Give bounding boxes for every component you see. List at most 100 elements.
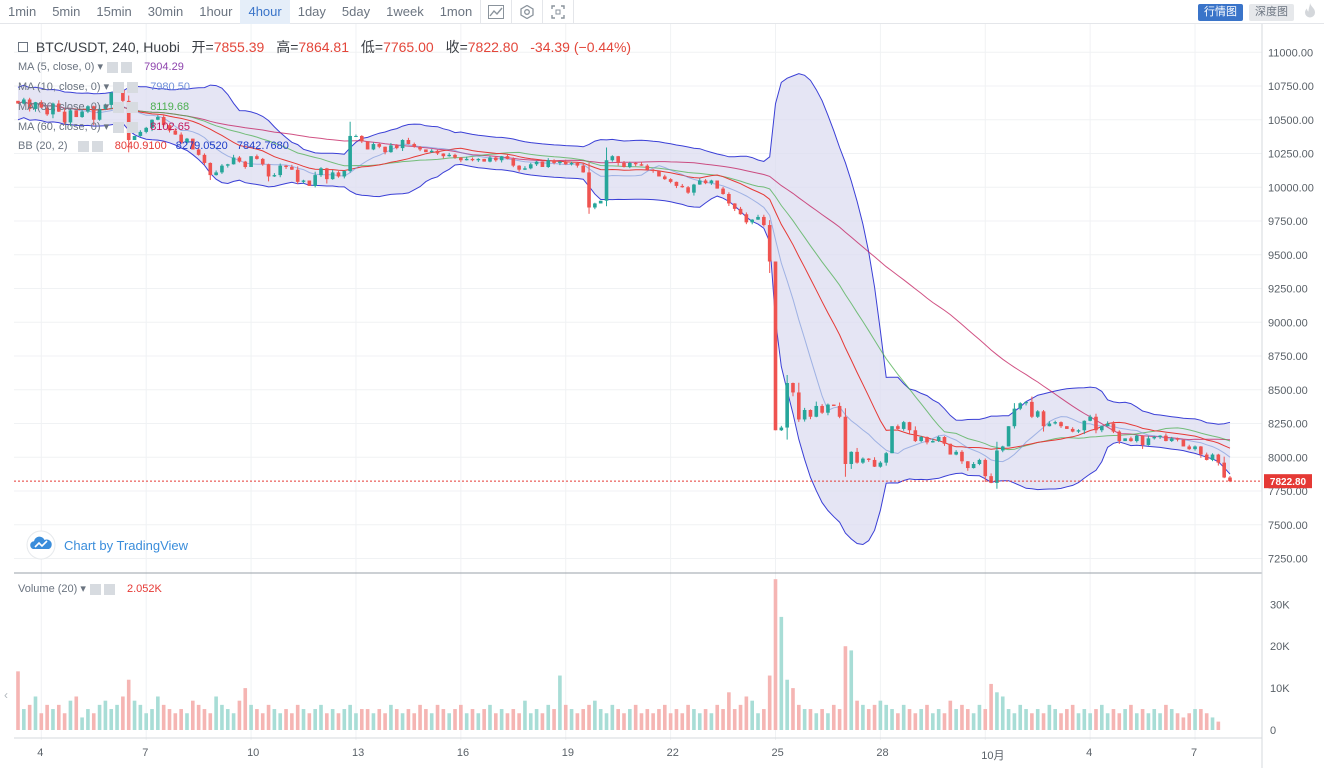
close-icon[interactable] [127, 101, 139, 113]
close-icon[interactable] [121, 61, 132, 73]
volume-bar [208, 713, 213, 730]
volume-bar [1100, 704, 1104, 730]
timeframe-1hour[interactable]: 1hour [199, 3, 233, 19]
timeframe-15min[interactable]: 15min [96, 3, 132, 19]
candle-body [126, 100, 131, 140]
candle [1088, 414, 1092, 422]
volume-bar [459, 704, 463, 730]
indicator-ma10[interactable]: MA (10, close, 0) ▾ 7980.50 [18, 81, 190, 93]
candle [284, 165, 288, 169]
candle-body [703, 180, 708, 184]
volume-bar [348, 704, 352, 730]
candle [872, 457, 877, 468]
symbol-title: BTC/USDT, 240, Huobi [35, 39, 180, 55]
candle-body [97, 108, 102, 120]
indicator-volume[interactable]: Volume (20) ▾ 2.052K [18, 583, 162, 595]
svg-text:7822.80: 7822.80 [1270, 477, 1307, 488]
indicator-ma60[interactable]: MA (60, close, 0) ▾ 8102.65 [18, 121, 190, 133]
candle [301, 179, 306, 184]
timeframe-1day[interactable]: 1day [297, 3, 326, 19]
price-chart[interactable]: 11000.00 10750.00 10500.00 10250.00 10000.00… [0, 24, 1324, 768]
candle-body [313, 175, 317, 186]
candle [523, 166, 527, 170]
timeframe-1mon[interactable]: 1mon [439, 3, 473, 19]
candle-body [1065, 426, 1069, 429]
tab-chart-view[interactable]: 行情图 [1198, 3, 1243, 21]
collapse-icon[interactable] [18, 42, 28, 53]
indicator-bb[interactable]: BB (20, 2) 8040.9100 8279.0520 7842.7680 [18, 140, 289, 152]
candle [657, 171, 661, 177]
indicator-settings-icon[interactable] [512, 0, 544, 24]
settings-icon[interactable] [113, 101, 125, 113]
indicator-ma30[interactable]: MA (30, close, 0) ▾ 8119.68 [18, 101, 190, 113]
candle [266, 163, 271, 182]
candle-body [179, 134, 183, 143]
candle [51, 102, 55, 119]
timeframe-30min[interactable]: 30min [147, 3, 184, 19]
volume-bar [762, 709, 766, 730]
close-icon[interactable] [127, 121, 139, 133]
settings-icon[interactable] [77, 140, 89, 152]
tradingview-watermark[interactable]: Chart by TradingView [26, 530, 188, 560]
candle [948, 443, 953, 455]
fullscreen-icon[interactable] [543, 0, 575, 24]
candle-body [989, 476, 993, 483]
candle [488, 155, 492, 163]
settings-icon[interactable] [89, 583, 101, 595]
candle-body [820, 405, 824, 413]
timeframe-5day[interactable]: 5day [341, 3, 371, 19]
settings-icon[interactable] [113, 81, 125, 93]
volume-bar [511, 709, 516, 730]
candle-body [424, 149, 428, 153]
close-icon[interactable] [103, 583, 115, 595]
candle-body [1024, 401, 1028, 404]
candle [325, 167, 329, 184]
volume-bar [1199, 709, 1203, 730]
volume-bar [476, 713, 481, 730]
settings-icon[interactable] [113, 121, 125, 133]
candle [820, 404, 824, 414]
candle [1117, 430, 1122, 445]
volume-tick-label: 20K [1270, 641, 1290, 653]
candle [1134, 434, 1139, 443]
bb-lower-value: 7842.7680 [236, 140, 289, 152]
candle [1006, 426, 1011, 447]
candle [435, 149, 440, 155]
volume-bar [587, 704, 591, 730]
candle-body [214, 172, 218, 176]
volume-bar [616, 709, 620, 730]
candle [767, 220, 772, 273]
candle-body [266, 164, 271, 177]
volume-bar [284, 709, 288, 730]
timeframe-1min[interactable]: 1min [8, 3, 37, 19]
timeframe-4hour[interactable]: 4hour [240, 0, 290, 24]
candle-body [762, 216, 766, 226]
timeframe-1week[interactable]: 1week [386, 3, 424, 19]
candle-body [1175, 438, 1180, 440]
candle-body [301, 180, 306, 182]
scroll-left-icon[interactable]: ‹ [4, 688, 8, 702]
candle [412, 142, 417, 148]
candle-body [220, 165, 224, 173]
timeframe-5min[interactable]: 5min [52, 3, 81, 19]
candle-body [1088, 416, 1092, 421]
volume-bar [517, 713, 521, 730]
volume-bar [16, 671, 20, 730]
candle-body [1228, 477, 1232, 482]
candle-body [1164, 435, 1168, 442]
candle-body [1129, 438, 1133, 442]
chart-type-icon[interactable] [481, 0, 513, 24]
tab-depth-view[interactable]: 深度图 [1249, 3, 1294, 21]
indicator-ma5[interactable]: MA (5, close, 0) ▾ 7904.29 [18, 61, 184, 73]
settings-icon[interactable] [107, 61, 118, 73]
close-icon[interactable] [91, 140, 103, 152]
close-icon[interactable] [127, 81, 139, 93]
volume-bar [995, 692, 999, 730]
volume-bar [453, 709, 457, 730]
candle-body [890, 426, 894, 454]
candle-body [1111, 423, 1116, 432]
volume-bar [1187, 713, 1192, 730]
candle-body [628, 162, 632, 167]
candle [56, 100, 61, 113]
candle-body [546, 160, 551, 167]
